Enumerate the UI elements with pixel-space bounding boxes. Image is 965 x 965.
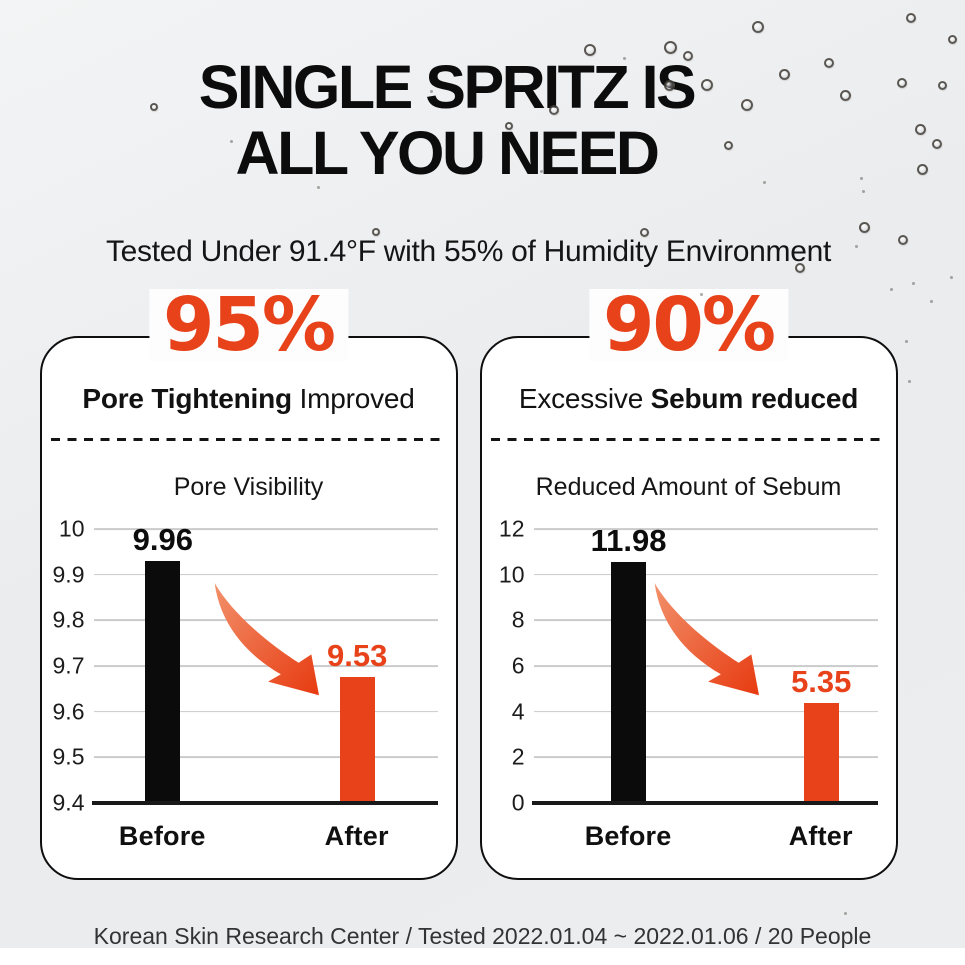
gridline bbox=[533, 528, 878, 530]
y-tick-label: 9.8 bbox=[52, 606, 85, 633]
y-axis-labels: 10 9.9 9.8 9.7 9.6 9.5 9.4 bbox=[42, 517, 94, 814]
x-axis-line bbox=[91, 801, 438, 805]
gridline bbox=[93, 756, 438, 759]
gridline bbox=[93, 619, 438, 622]
water-droplet-icon bbox=[948, 35, 957, 44]
category-labels: Before After bbox=[534, 803, 878, 863]
chart-title: Pore Visibility bbox=[173, 473, 324, 501]
y-tick-label: 4 bbox=[511, 698, 525, 725]
result-card-panel: Pore Tightening Improved Pore Visibility… bbox=[39, 336, 458, 880]
bar-value-label: 9.96 bbox=[132, 521, 193, 557]
gridline bbox=[533, 573, 878, 576]
water-speck bbox=[844, 912, 847, 915]
category-label: After bbox=[788, 821, 853, 851]
decrease-arrow-icon bbox=[654, 583, 760, 696]
category-label: Before bbox=[118, 821, 206, 851]
y-tick-label: 9.6 bbox=[52, 698, 85, 725]
chart-title: Reduced Amount of Sebum bbox=[535, 473, 842, 501]
gridline bbox=[93, 573, 438, 576]
water-speck bbox=[912, 282, 915, 285]
plot-area: 11.98 5.35 bbox=[531, 525, 878, 805]
gridline bbox=[93, 710, 438, 713]
main-title-line1: SINGLE SPRITZ IS bbox=[198, 53, 697, 121]
bar-chart: 10 9.9 9.8 9.7 9.6 9.5 9.4 9.96 9.53 bbox=[42, 517, 456, 814]
y-tick-label: 12 bbox=[498, 515, 525, 542]
y-tick-label: 10 bbox=[498, 561, 525, 588]
bar-after: 9.53 bbox=[327, 640, 387, 803]
bar-value-label: 11.98 bbox=[590, 523, 667, 559]
water-droplet-icon bbox=[938, 81, 947, 90]
dashed-divider bbox=[490, 438, 887, 441]
y-tick-label: 9.9 bbox=[52, 561, 85, 588]
percent-badge: 90% bbox=[588, 288, 789, 362]
gridline bbox=[533, 756, 878, 759]
category-labels: Before After bbox=[94, 803, 438, 863]
bottom-white-strip bbox=[0, 948, 965, 965]
card-heading: Pore Tightening Improved bbox=[42, 382, 456, 416]
y-tick-label: 9.5 bbox=[52, 743, 85, 770]
main-title: SINGLE SPRITZ IS ALL YOU NEED bbox=[0, 0, 929, 186]
y-tick-label: 6 bbox=[511, 652, 525, 679]
plot-area: 9.96 9.53 bbox=[91, 524, 438, 805]
x-axis-line bbox=[531, 801, 878, 805]
subtitle: Tested Under 91.4°F with 55% of Humidity… bbox=[105, 235, 832, 268]
card-heading: Excessive Sebum reduced bbox=[482, 382, 896, 416]
y-tick-label: 10 bbox=[58, 515, 85, 542]
heading-segment: Sebum reduced bbox=[650, 383, 859, 414]
water-speck bbox=[950, 276, 953, 279]
category-label: Before bbox=[584, 821, 672, 851]
bar-chart: 12 10 8 6 4 2 0 11.98 5.35 bbox=[482, 517, 896, 814]
heading-segment: Excessive bbox=[518, 383, 651, 414]
water-droplet-icon bbox=[932, 139, 942, 149]
water-speck bbox=[930, 300, 933, 303]
y-tick-label: 0 bbox=[511, 789, 525, 816]
gridline bbox=[533, 710, 878, 713]
y-tick-label: 9.4 bbox=[52, 789, 85, 816]
heading-segment: Pore Tightening bbox=[82, 383, 292, 414]
heading-segment: Improved bbox=[291, 383, 415, 414]
result-card: 95% Pore Tightening Improved Pore Visibi… bbox=[39, 288, 458, 880]
percent-badge: 95% bbox=[148, 288, 349, 362]
y-tick-label: 8 bbox=[511, 606, 525, 633]
y-axis-labels: 12 10 8 6 4 2 0 bbox=[482, 517, 534, 814]
gridline bbox=[93, 528, 438, 530]
water-droplet-icon bbox=[859, 222, 870, 233]
gridline bbox=[533, 665, 878, 667]
footnote: Korean Skin Research Center / Tested 202… bbox=[93, 923, 872, 949]
water-speck bbox=[890, 288, 893, 291]
category-label: After bbox=[324, 821, 389, 851]
gridline bbox=[533, 619, 878, 622]
result-card: 90% Excessive Sebum reduced Reduced Amou… bbox=[479, 288, 898, 880]
water-speck bbox=[862, 190, 865, 193]
dashed-divider bbox=[50, 438, 447, 441]
bar-before: 9.96 bbox=[133, 524, 193, 803]
y-tick-label: 2 bbox=[511, 743, 525, 770]
y-tick-label: 9.7 bbox=[52, 652, 85, 679]
bar-before: 11.98 bbox=[591, 525, 667, 803]
results-cards: 95% Pore Tightening Improved Pore Visibi… bbox=[0, 288, 951, 880]
bar-value-label: 5.35 bbox=[791, 664, 852, 700]
result-card-panel: Excessive Sebum reduced Reduced Amount o… bbox=[479, 336, 898, 880]
gridline bbox=[93, 665, 438, 667]
main-title-line2: ALL YOU NEED bbox=[235, 119, 660, 187]
bar-after: 5.35 bbox=[791, 666, 851, 803]
bar-value-label: 9.53 bbox=[326, 638, 388, 674]
decrease-arrow-icon bbox=[214, 583, 320, 696]
